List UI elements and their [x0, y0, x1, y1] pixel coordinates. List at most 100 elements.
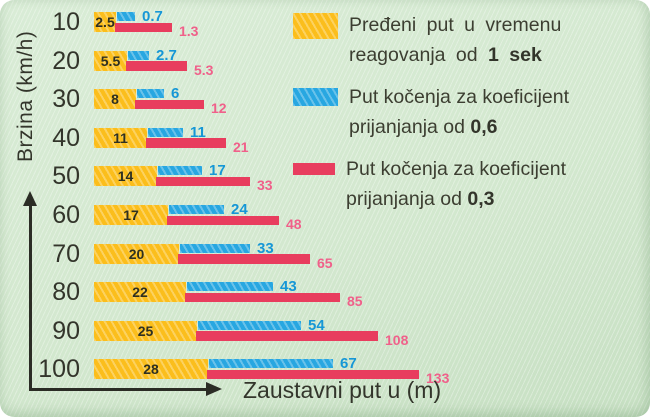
bar-value-label: 85 [347, 293, 363, 310]
bar-value-label: 67 [340, 355, 357, 373]
bar-friction-06 [169, 205, 224, 214]
bar-reaction: 2.5 [94, 12, 116, 32]
y-axis-line [29, 203, 32, 390]
legend-label-friction-03: Put kočenja za koeficijent prijanjanja o… [346, 155, 642, 214]
bar-value-label: 8 [111, 91, 119, 108]
bar-value-label: 2.5 [95, 14, 115, 30]
bar-value-label: 20 [128, 245, 145, 262]
bar-value-label: 133 [426, 370, 450, 387]
legend-text: Put kočenja za koeficijent prijanjanja o… [349, 86, 570, 138]
bar-friction-06 [137, 89, 164, 99]
bar-friction-03 [185, 292, 340, 303]
speed-tick-label: 70 [52, 239, 80, 268]
bar-value-label: 0.7 [142, 8, 163, 25]
legend-text: Pređeni put u vremenu reagovanja od [349, 14, 562, 66]
bar-reaction: 8 [94, 89, 136, 110]
bar-friction-03 [178, 254, 310, 264]
bar-value-label: 33 [257, 239, 274, 257]
bar-value-label: 25 [137, 322, 154, 339]
legend-swatch-friction-03 [293, 163, 335, 175]
speed-tick-label: 80 [52, 278, 80, 307]
bar-value-label: 28 [143, 361, 159, 378]
bar-value-label: 108 [385, 331, 409, 348]
bar-value-label: 43 [280, 278, 297, 296]
bar-reaction: 28 [94, 359, 208, 380]
y-axis-arrow-icon [23, 191, 37, 206]
speed-tick-label: 20 [52, 46, 80, 75]
bar-value-label: 33 [257, 177, 273, 194]
chart-row: 10 2.5 0.7 1.3 [0, 8, 650, 39]
bar-value-label: 54 [308, 316, 325, 334]
bar-friction-03 [207, 369, 419, 380]
bar-value-label: 22 [132, 284, 148, 301]
bar-reaction: 5.5 [94, 50, 127, 71]
speed-tick-label: 50 [52, 162, 80, 191]
speed-tick-label: 100 [38, 355, 80, 384]
bar-reaction: 20 [94, 243, 179, 264]
legend-swatch-friction-06 [293, 88, 338, 106]
chart-row: 50 14 17 33 [0, 162, 650, 193]
bar-friction-03 [146, 138, 226, 148]
bar-value-label: 24 [231, 201, 248, 218]
bar-value-label: 48 [286, 216, 302, 232]
bar-reaction: 25 [94, 320, 197, 341]
bar-reaction: 22 [94, 282, 186, 303]
bar-friction-03 [126, 61, 187, 71]
x-axis-line [29, 388, 207, 391]
bar-value-label: 5.3 [194, 61, 214, 78]
bar-friction-03 [196, 331, 378, 341]
speed-tick-label: 40 [52, 123, 80, 152]
bar-friction-03 [135, 99, 204, 110]
bar-value-label: 17 [209, 162, 226, 180]
bar-friction-03 [115, 22, 172, 32]
legend: Pređeni put u vremenu reagovanja od 1 se… [293, 11, 645, 214]
chart-row: 60 17 24 48 [0, 201, 650, 232]
bar-value-label: 5.5 [100, 52, 121, 69]
chart-row: 20 5.5 2.7 5.3 [0, 47, 650, 78]
legend-text: Put kočenja za koeficijent prijanjanja o… [346, 158, 567, 210]
bar-friction-06 [148, 127, 183, 137]
bar-friction-06 [158, 166, 202, 176]
bar-value-label: 12 [211, 100, 227, 117]
legend-text-bold: 1 sek [488, 43, 542, 66]
chart-row: 30 8 6 12 [0, 85, 650, 116]
bar-value-label: 17 [123, 207, 139, 223]
legend-entry-friction-03: Put kočenja za koeficijent prijanjanja o… [293, 155, 642, 214]
bar-reaction: 17 [94, 205, 168, 225]
legend-text-bold: 0,3 [467, 187, 495, 210]
chart-row: 80 22 43 85 [0, 278, 650, 309]
bar-friction-06 [128, 50, 149, 60]
bar-value-label: 65 [317, 254, 333, 271]
bar-reaction: 14 [94, 166, 157, 187]
legend-label-friction-06: Put kočenja za koeficijent prijanjanja o… [349, 83, 645, 142]
speed-tick-label: 30 [52, 85, 80, 114]
legend-entry-friction-06: Put kočenja za koeficijent prijanjanja o… [293, 83, 645, 142]
x-axis-title: Zaustavni put u (m) [243, 377, 442, 403]
legend-label-reaction: Pređeni put u vremenu reagovanja od 1 se… [349, 11, 645, 70]
bar-value-label: 11 [190, 123, 206, 141]
chart-row: 100 28 67 133 [0, 355, 650, 386]
bar-friction-06 [180, 243, 250, 253]
bar-friction-06 [198, 320, 301, 330]
legend-text-bold: 0,6 [470, 115, 498, 138]
x-axis-arrow-icon [206, 382, 222, 396]
bar-friction-06 [187, 282, 273, 292]
bar-friction-03 [167, 215, 279, 225]
bar-value-label: 14 [117, 168, 134, 185]
bar-friction-06 [117, 12, 135, 21]
speed-tick-label: 10 [52, 8, 80, 36]
bar-reaction: 11 [94, 127, 147, 148]
bar-value-label: 1.3 [179, 23, 199, 39]
bar-friction-06 [209, 359, 333, 369]
chart-row: 40 11 11 21 [0, 124, 650, 155]
bar-value-label: 11 [113, 129, 128, 146]
legend-swatch-reaction [293, 13, 338, 39]
bar-value-label: 2.7 [156, 46, 177, 64]
chart-row: 70 20 33 65 [0, 240, 650, 271]
bar-friction-03 [156, 176, 250, 187]
bar-value-label: 21 [233, 138, 249, 155]
bar-value-label: 6 [171, 85, 180, 103]
speed-tick-label: 60 [52, 201, 80, 229]
